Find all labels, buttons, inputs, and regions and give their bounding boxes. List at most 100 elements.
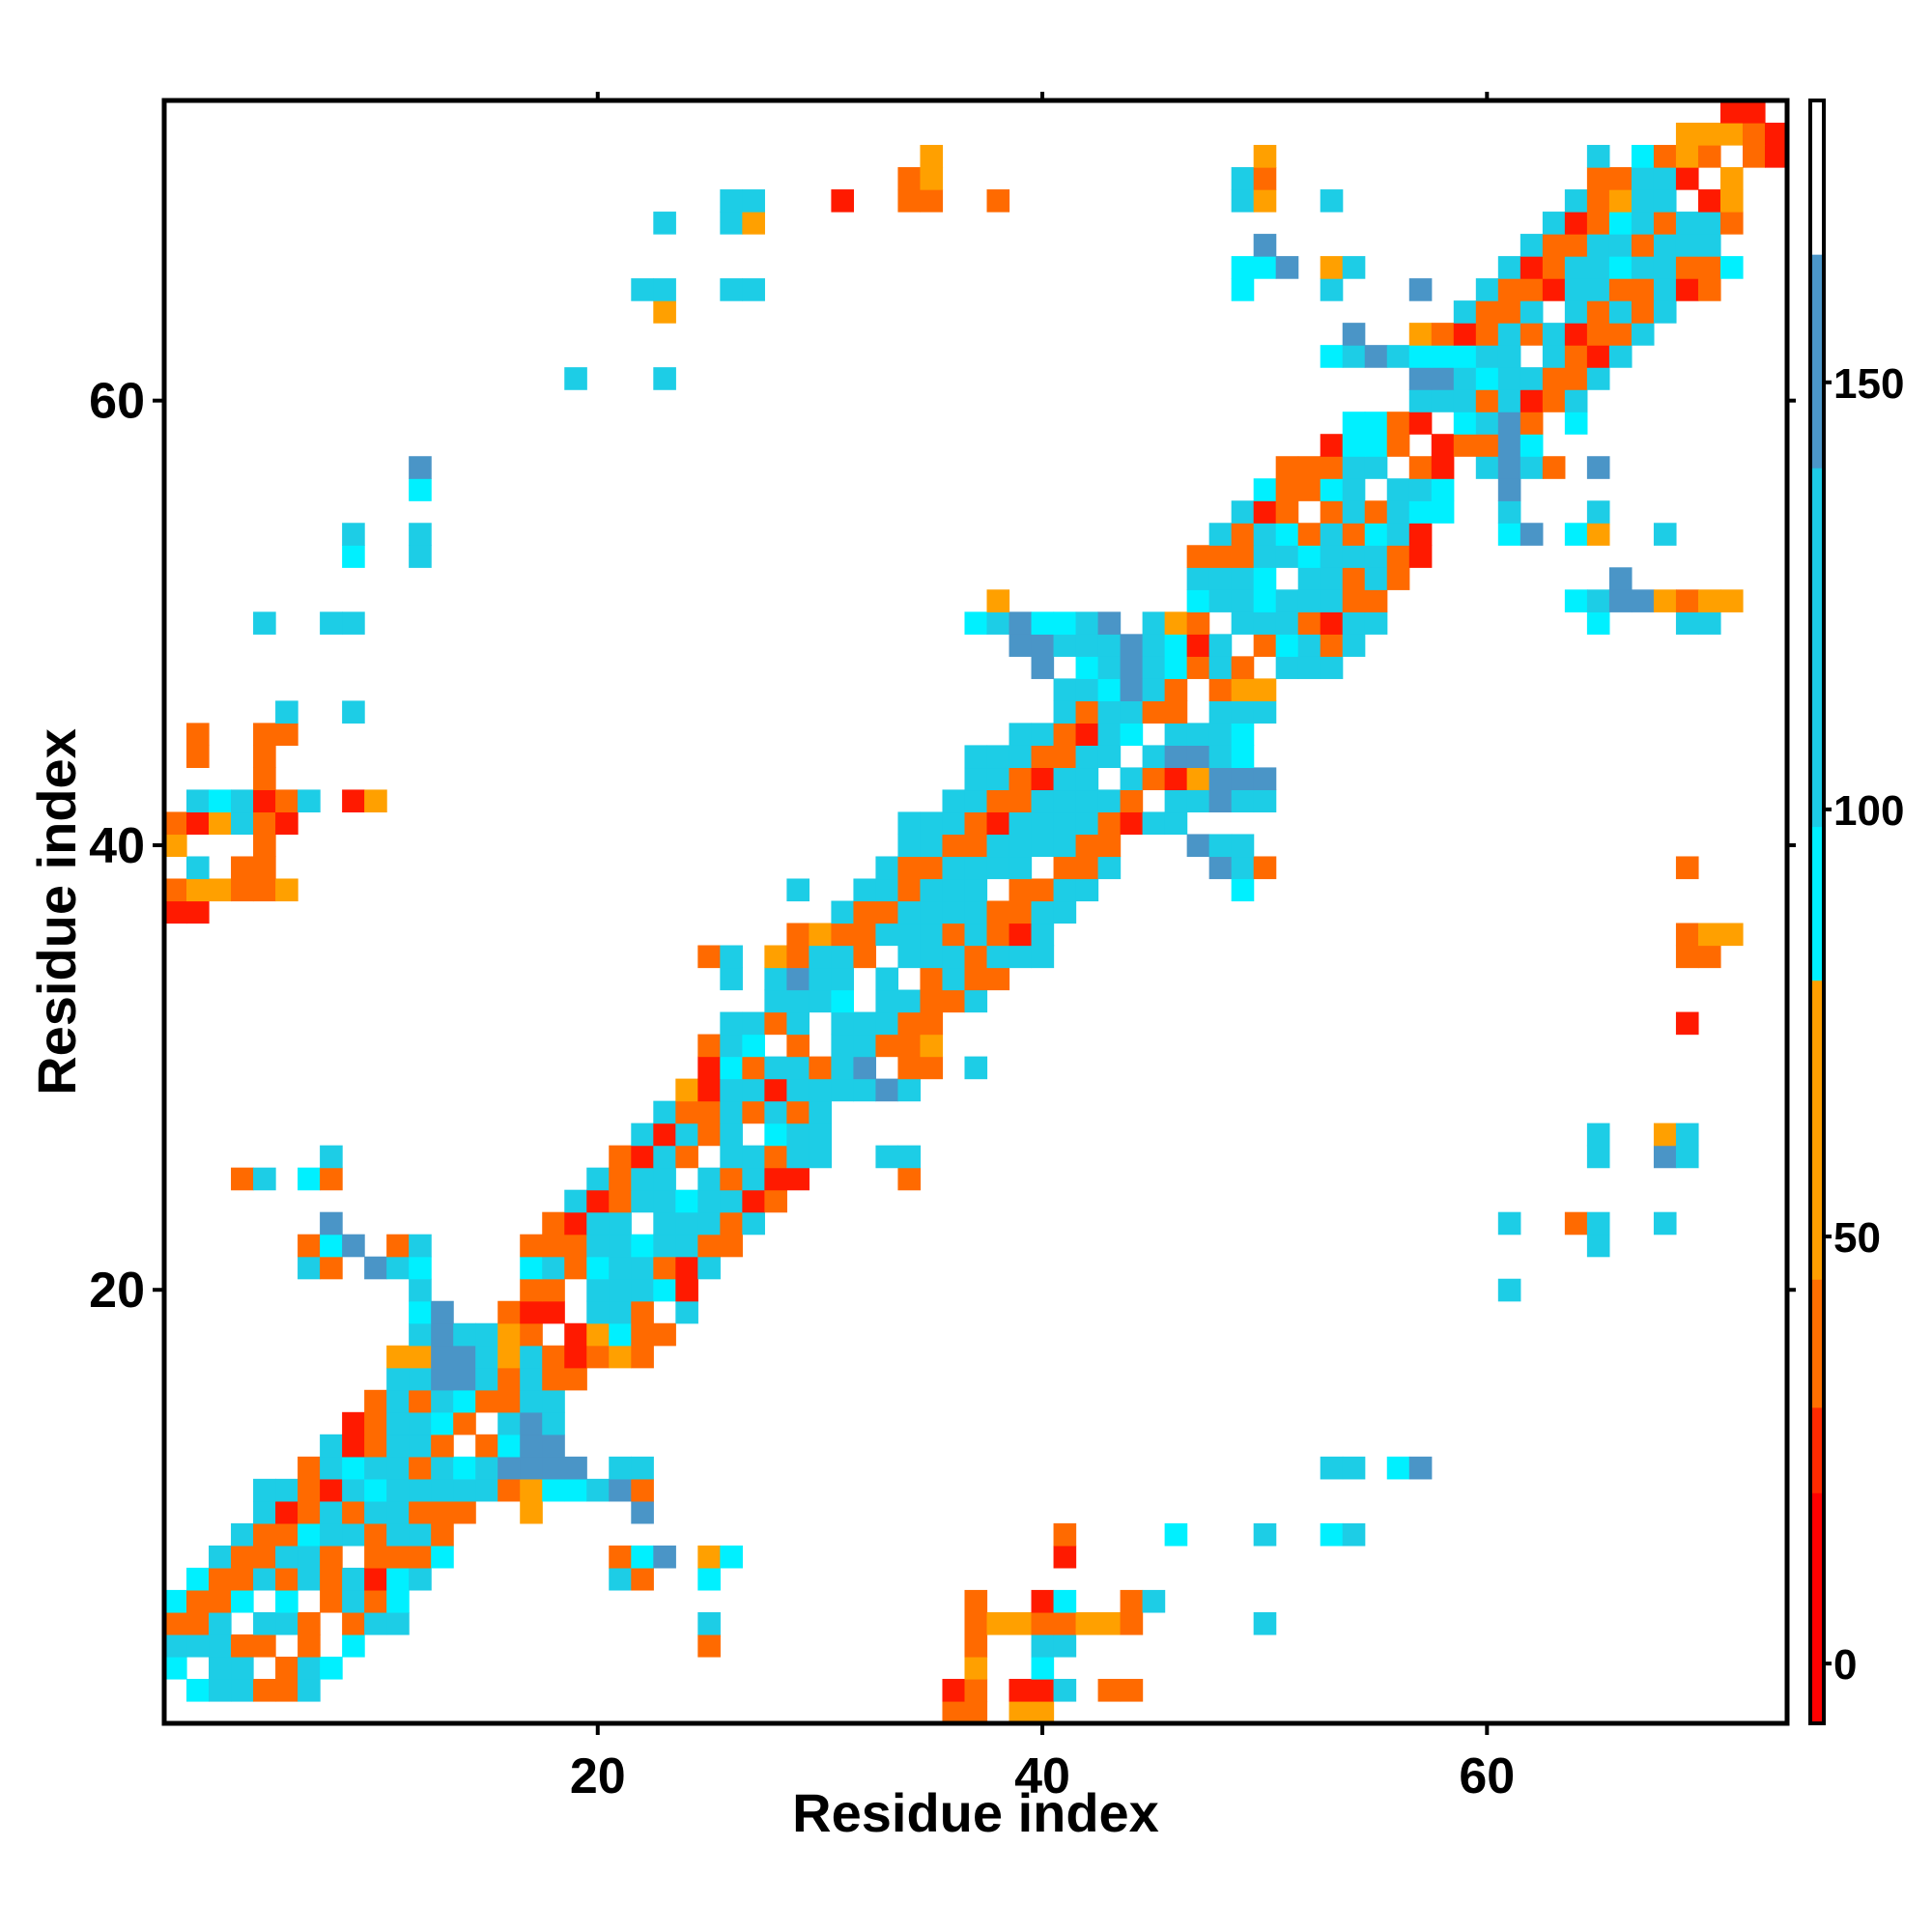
heatmap-cell bbox=[1453, 412, 1477, 435]
heatmap-cell bbox=[209, 1567, 232, 1591]
heatmap-cell bbox=[1653, 212, 1677, 235]
heatmap-cell bbox=[631, 1278, 654, 1302]
heatmap-cell bbox=[1342, 478, 1366, 501]
heatmap-cell bbox=[342, 1456, 365, 1480]
heatmap-cell bbox=[1408, 323, 1433, 346]
heatmap-cell bbox=[542, 1278, 565, 1302]
heatmap-cell bbox=[1231, 723, 1255, 746]
heatmap-cell bbox=[1031, 1634, 1055, 1658]
heatmap-cell bbox=[875, 923, 899, 947]
heatmap-cell bbox=[409, 1322, 432, 1347]
heatmap-cell bbox=[209, 789, 232, 813]
heatmap-cell bbox=[1431, 434, 1455, 457]
heatmap-cell bbox=[1586, 212, 1610, 235]
heatmap-cell bbox=[1142, 634, 1166, 657]
heatmap-cell bbox=[520, 1367, 543, 1391]
heatmap-cell bbox=[1386, 545, 1410, 568]
heatmap-cell bbox=[1497, 389, 1521, 412]
heatmap-cell bbox=[1431, 367, 1455, 390]
heatmap-cell bbox=[1675, 278, 1699, 301]
heatmap-cell bbox=[1120, 811, 1144, 836]
heatmap-cell bbox=[1564, 345, 1588, 368]
heatmap-cell bbox=[720, 1545, 743, 1569]
heatmap-cell bbox=[342, 1567, 365, 1591]
heatmap-cell bbox=[542, 1411, 565, 1435]
heatmap-cell bbox=[964, 900, 988, 924]
heatmap-cell bbox=[986, 967, 1010, 991]
heatmap-cell bbox=[609, 1211, 632, 1236]
heatmap-cell bbox=[298, 1456, 321, 1480]
heatmap-cell bbox=[609, 1456, 632, 1480]
heatmap-cell bbox=[253, 1545, 276, 1569]
heatmap-cell bbox=[186, 789, 210, 813]
heatmap-cell bbox=[631, 1234, 654, 1258]
heatmap-cell bbox=[986, 811, 1010, 836]
heatmap-cell bbox=[475, 1322, 498, 1347]
heatmap-cell bbox=[1586, 589, 1610, 612]
heatmap-cell bbox=[1075, 767, 1099, 791]
heatmap-cell bbox=[1186, 634, 1210, 657]
heatmap-cell bbox=[853, 1078, 877, 1102]
heatmap-cell bbox=[1320, 456, 1344, 479]
heatmap-cell bbox=[1564, 300, 1588, 324]
heatmap-cell bbox=[275, 1478, 298, 1502]
heatmap-cell bbox=[1653, 189, 1677, 213]
heatmap-cell bbox=[186, 1611, 210, 1635]
heatmap-cell bbox=[1075, 723, 1099, 746]
heatmap-cell bbox=[475, 1434, 498, 1458]
heatmap-cell bbox=[1031, 723, 1055, 746]
heatmap-cell bbox=[831, 1078, 855, 1102]
heatmap-cell bbox=[609, 1567, 632, 1591]
heatmap-cell bbox=[831, 989, 855, 1013]
plot-border bbox=[161, 98, 1790, 1726]
heatmap-cell bbox=[497, 1367, 521, 1391]
heatmap-cell bbox=[1564, 412, 1588, 435]
heatmap-cell bbox=[942, 945, 966, 969]
heatmap-cell bbox=[1453, 434, 1477, 457]
heatmap-cell bbox=[1164, 789, 1188, 813]
heatmap-cell bbox=[1475, 323, 1499, 346]
heatmap-cell bbox=[1142, 745, 1166, 769]
heatmap-cell bbox=[1053, 634, 1077, 657]
heatmap-cell bbox=[186, 1567, 210, 1591]
heatmap-cell bbox=[986, 900, 1010, 924]
heatmap-cell bbox=[342, 611, 365, 635]
heatmap-cell bbox=[364, 1456, 387, 1480]
heatmap-cell bbox=[1231, 834, 1255, 858]
heatmap-cell bbox=[942, 811, 966, 836]
heatmap-cell bbox=[1075, 634, 1099, 657]
heatmap-cell bbox=[1253, 700, 1277, 724]
heatmap-cell bbox=[1520, 300, 1544, 324]
heatmap-cell bbox=[720, 1034, 743, 1058]
heatmap-cell bbox=[1053, 1634, 1077, 1658]
heatmap-cell bbox=[631, 278, 654, 301]
heatmap-cell bbox=[875, 1034, 899, 1058]
heatmap-cell bbox=[1431, 345, 1455, 368]
heatmap-cell bbox=[475, 1389, 498, 1413]
heatmap-cell bbox=[1320, 189, 1344, 213]
heatmap-cell bbox=[1009, 767, 1033, 791]
heatmap-cell bbox=[964, 1611, 988, 1635]
heatmap-cell bbox=[253, 856, 276, 880]
heatmap-cell bbox=[386, 1367, 410, 1391]
heatmap-cell bbox=[1075, 834, 1099, 858]
heatmap-cell bbox=[1342, 1522, 1366, 1547]
heatmap-cell bbox=[1009, 745, 1033, 769]
heatmap-cell bbox=[275, 1656, 298, 1680]
heatmap-cell bbox=[1675, 1011, 1699, 1036]
heatmap-cell bbox=[1586, 189, 1610, 213]
heatmap-cell bbox=[520, 1278, 543, 1302]
heatmap-cell bbox=[920, 189, 944, 213]
heatmap-cell bbox=[1053, 723, 1077, 746]
heatmap-cell bbox=[209, 1545, 232, 1569]
heatmap-cell bbox=[1719, 123, 1744, 146]
heatmap-cell bbox=[1031, 834, 1055, 858]
heatmap-cell bbox=[1253, 234, 1277, 257]
heatmap-cell bbox=[1608, 589, 1633, 612]
heatmap-cell bbox=[1542, 345, 1566, 368]
heatmap-cell bbox=[1364, 589, 1388, 612]
heatmap-cell bbox=[542, 1367, 565, 1391]
heatmap-cell bbox=[453, 1411, 476, 1435]
heatmap-cell bbox=[209, 1656, 232, 1680]
heatmap-cell bbox=[275, 1611, 298, 1635]
